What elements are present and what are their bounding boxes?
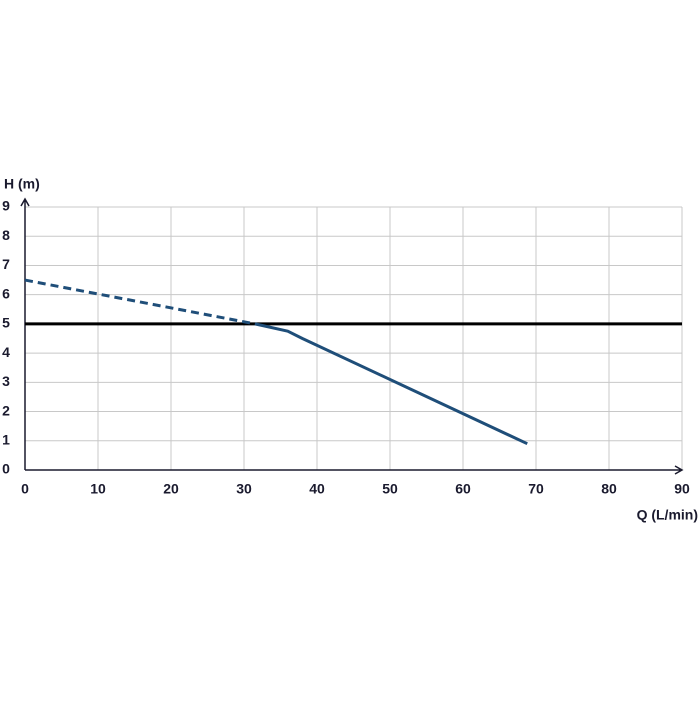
x-axis	[25, 465, 684, 475]
x-tick-label: 30	[236, 481, 252, 497]
y-tick-label: 6	[2, 285, 10, 301]
x-tick-label: 90	[674, 481, 690, 497]
y-tick-label: 9	[2, 198, 10, 214]
x-tick-label: 10	[90, 481, 106, 497]
y-tick-label: 2	[2, 402, 10, 418]
x-tick-label: 70	[528, 481, 544, 497]
y-tick-label: 3	[2, 373, 10, 389]
y-tick-label: 8	[2, 227, 10, 243]
x-tick-label: 20	[163, 481, 179, 497]
y-axis-label: H (m)	[4, 176, 40, 192]
y-axis	[20, 197, 30, 470]
curve	[24, 278, 256, 326]
y-tick-label: 4	[2, 344, 10, 360]
x-tick-label: 80	[601, 481, 617, 497]
y-tick-label: 1	[2, 431, 10, 447]
x-tick-label: 40	[309, 481, 325, 497]
x-tick-label: 50	[382, 481, 398, 497]
y-tick-label: 7	[2, 256, 10, 272]
x-tick-label: 60	[455, 481, 471, 497]
y-tick-label: 0	[2, 461, 10, 477]
x-tick-label: 0	[21, 481, 29, 497]
curve	[254, 322, 528, 446]
y-tick-label: 5	[2, 315, 10, 331]
x-axis-label: Q (L/min)	[637, 507, 698, 523]
